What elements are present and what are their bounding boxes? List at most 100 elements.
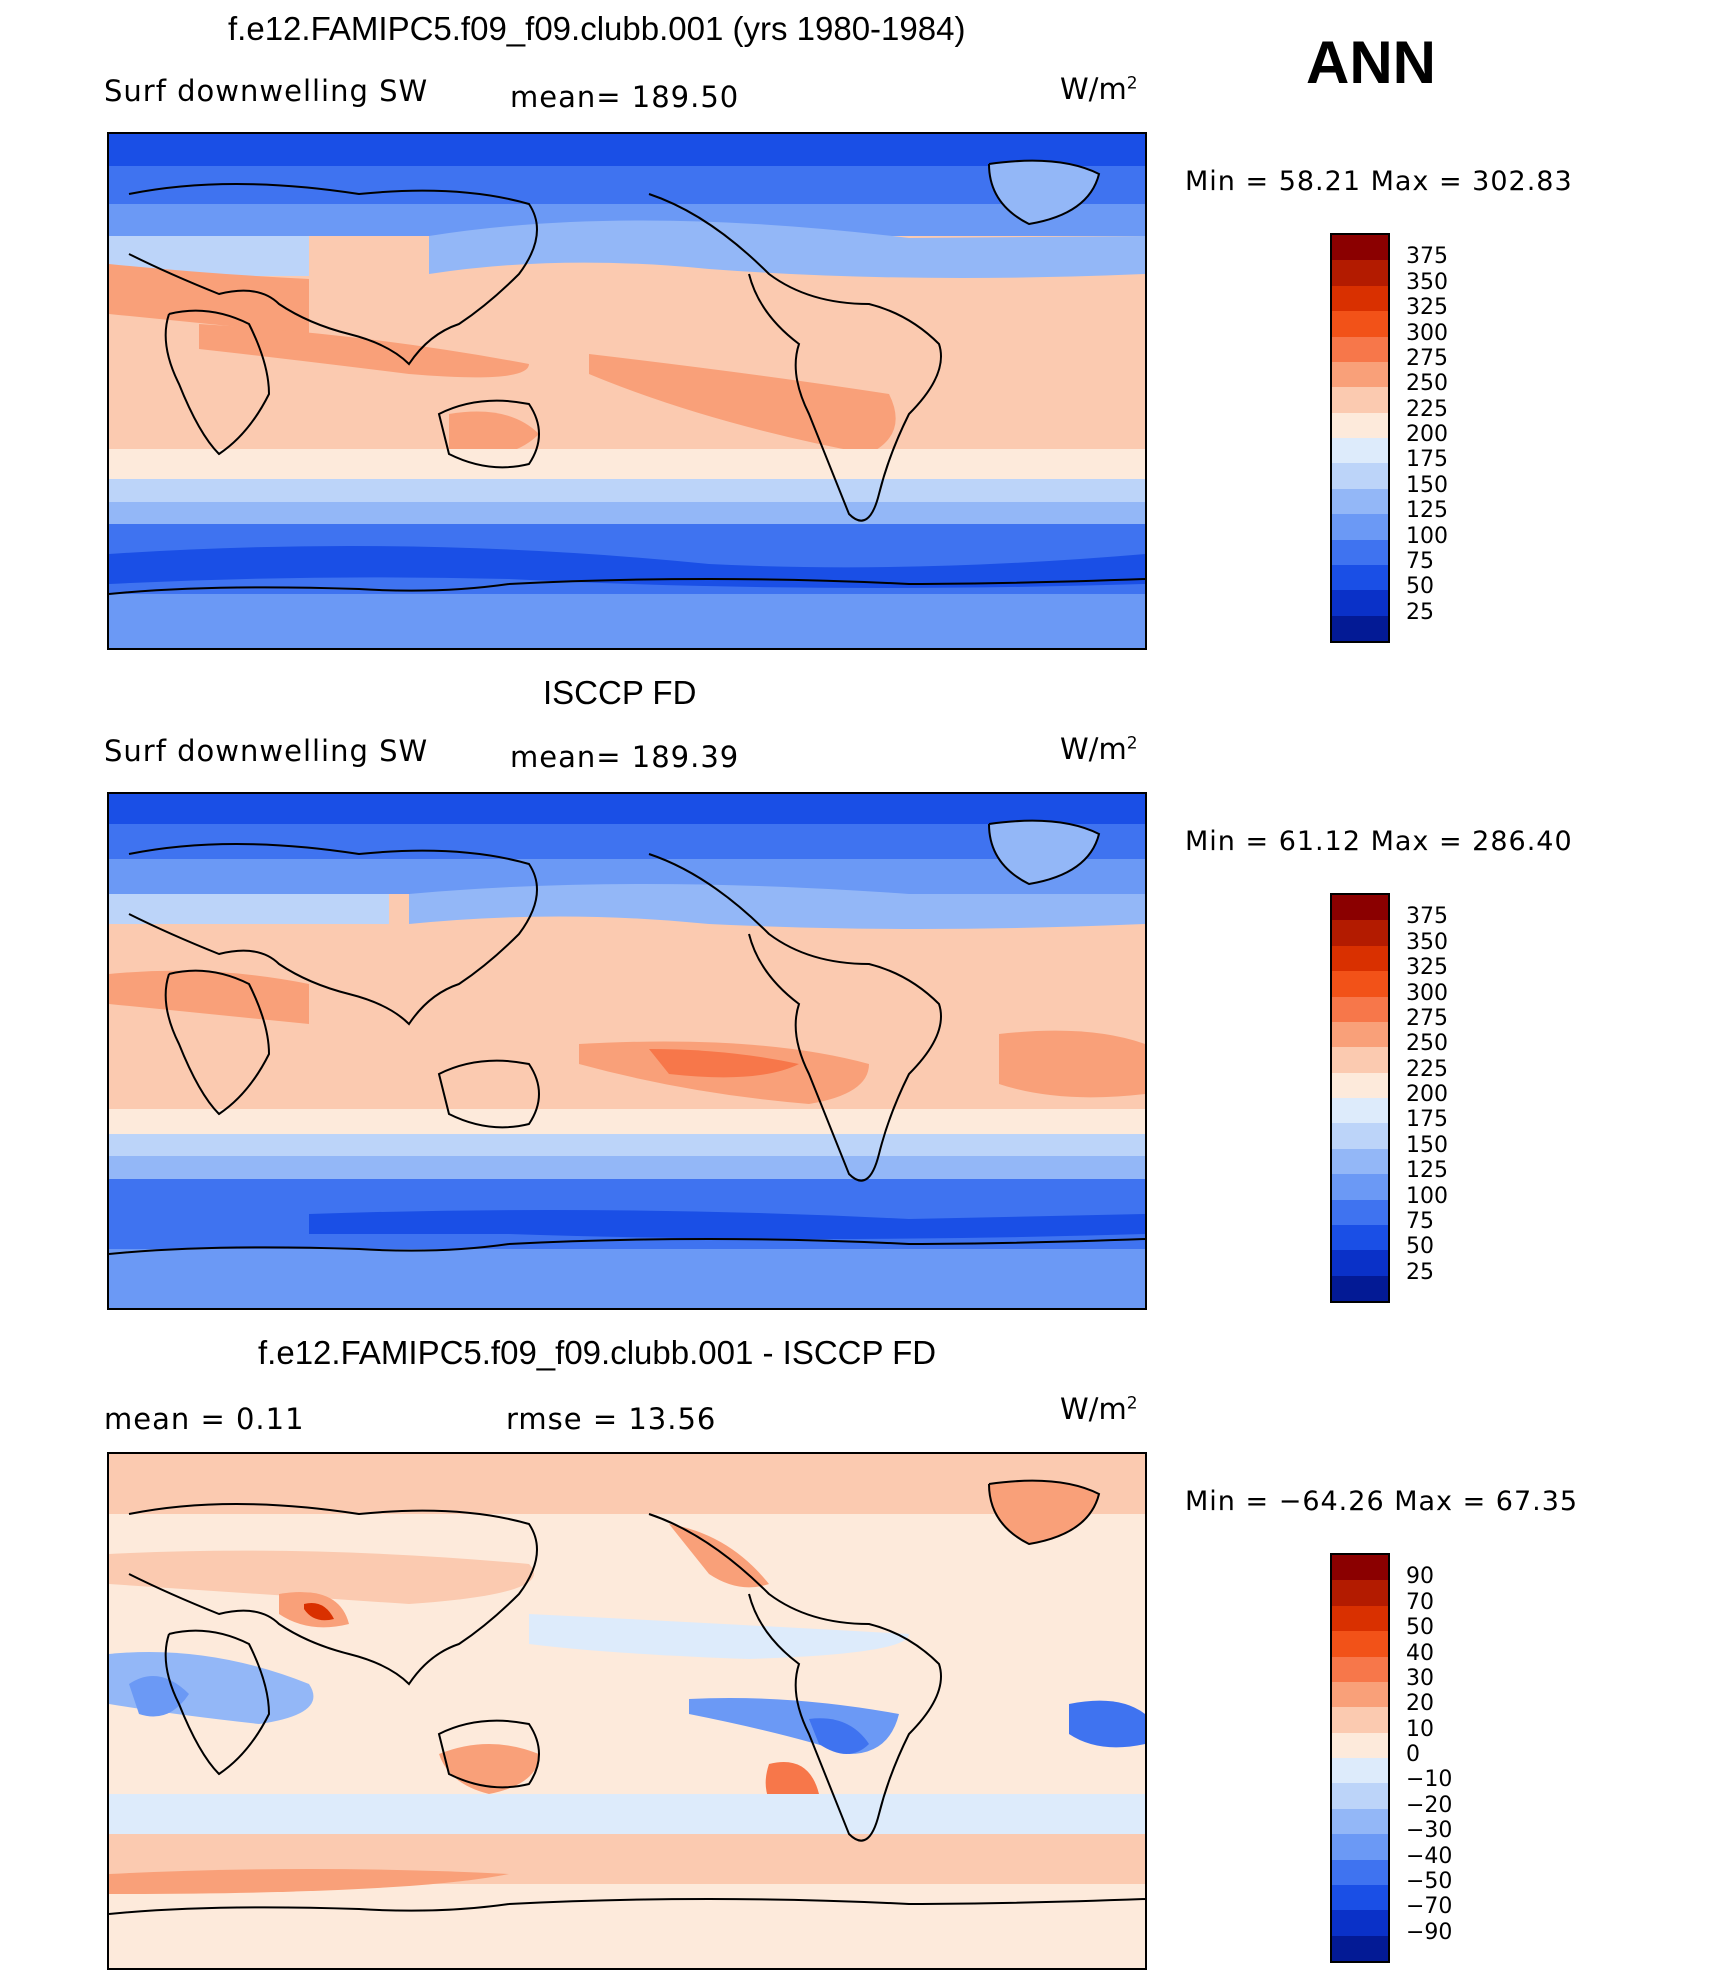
- panel3-map: [107, 1452, 1147, 1970]
- colorbar-swatch: [1332, 488, 1388, 515]
- colorbar-swatch: [1332, 1098, 1388, 1124]
- colorbar-tick-label: 250: [1406, 371, 1448, 397]
- colorbar-swatch: [1332, 564, 1388, 591]
- panel2-variable-label: Surf downwelling SW: [104, 734, 429, 768]
- colorbar-tick-label: 25: [1406, 1259, 1434, 1285]
- colorbar-tick-label: 70: [1406, 1589, 1434, 1615]
- colorbar-swatch: [1332, 235, 1388, 261]
- colorbar-tick-label: −20: [1406, 1792, 1453, 1818]
- panel2-colorbar: [1330, 893, 1390, 1303]
- colorbar-tick-label: 175: [1406, 1107, 1448, 1133]
- colorbar-tick-label: 0: [1406, 1742, 1420, 1767]
- colorbar-tick-label: 225: [1406, 396, 1448, 422]
- panel1-colorbar: [1330, 233, 1390, 643]
- colorbar-swatch: [1332, 1199, 1388, 1225]
- colorbar-swatch: [1332, 1605, 1388, 1632]
- colorbar-tick-label: 20: [1406, 1691, 1434, 1717]
- panel2-title: ISCCP FD: [543, 674, 697, 711]
- colorbar-swatch: [1332, 438, 1388, 464]
- colorbar-swatch: [1332, 260, 1388, 286]
- colorbar-tick-label: 10: [1406, 1716, 1434, 1742]
- panel3-mean-label: mean = 0.11: [104, 1402, 305, 1436]
- season-label: ANN: [1306, 29, 1436, 96]
- colorbar-tick-label: 300: [1406, 980, 1448, 1006]
- colorbar-swatch: [1332, 311, 1388, 337]
- colorbar-tick-label: 225: [1406, 1056, 1448, 1082]
- colorbar-swatch: [1332, 514, 1388, 540]
- panel1-map: [107, 132, 1147, 650]
- colorbar-swatch: [1332, 1707, 1388, 1733]
- colorbar-swatch: [1332, 1884, 1388, 1911]
- panel2-minmax: Min = 61.12 Max = 286.40: [1185, 826, 1573, 857]
- colorbar-swatch: [1332, 1935, 1388, 1961]
- colorbar-tick-label: −50: [1406, 1868, 1453, 1894]
- panel1-units: W/m2: [1060, 72, 1138, 106]
- colorbar-swatch: [1332, 539, 1388, 565]
- colorbar-tick-label: 350: [1406, 929, 1448, 955]
- panel2-mean-label: mean= 189.39: [510, 740, 740, 774]
- colorbar-swatch: [1332, 285, 1388, 312]
- panel1-variable-label: Surf downwelling SW: [104, 74, 429, 108]
- colorbar-tick-label: 350: [1406, 269, 1448, 295]
- colorbar-tick-label: 325: [1406, 955, 1448, 981]
- colorbar-tick-label: 200: [1406, 422, 1448, 447]
- panel3-rmse-label: rmse = 13.56: [506, 1402, 717, 1436]
- panel3-title: f.e12.FAMIPC5.f09_f09.clubb.001 - ISCCP …: [258, 1334, 937, 1371]
- colorbar-swatch: [1332, 1681, 1388, 1708]
- colorbar-tick-label: 100: [1406, 523, 1448, 549]
- colorbar-tick-label: 375: [1406, 904, 1448, 930]
- colorbar-tick-label: 100: [1406, 1183, 1448, 1209]
- colorbar-swatch: [1332, 615, 1388, 641]
- colorbar-swatch: [1332, 463, 1388, 489]
- colorbar-swatch: [1332, 1808, 1388, 1835]
- colorbar-swatch: [1332, 1580, 1388, 1606]
- colorbar-tick-label: −70: [1406, 1894, 1453, 1920]
- colorbar-swatch: [1332, 387, 1388, 413]
- colorbar-tick-label: 275: [1406, 345, 1448, 371]
- colorbar-swatch: [1332, 945, 1388, 972]
- colorbar-tick-label: 25: [1406, 599, 1434, 625]
- colorbar-swatch: [1332, 1250, 1388, 1276]
- colorbar-swatch: [1332, 1758, 1388, 1784]
- colorbar-swatch: [1332, 336, 1388, 362]
- colorbar-tick-label: 125: [1406, 1158, 1448, 1184]
- colorbar-swatch: [1332, 1910, 1388, 1936]
- panel1-title: f.e12.FAMIPC5.f09_f09.clubb.001 (yrs 198…: [228, 10, 966, 47]
- colorbar-tick-label: 50: [1406, 574, 1434, 600]
- colorbar-tick-label: −10: [1406, 1767, 1453, 1793]
- colorbar-swatch: [1332, 1072, 1388, 1098]
- colorbar-swatch: [1332, 1224, 1388, 1251]
- colorbar-tick-label: 125: [1406, 498, 1448, 524]
- colorbar-swatch: [1332, 971, 1388, 997]
- panel1-minmax: Min = 58.21 Max = 302.83: [1185, 166, 1573, 197]
- colorbar-tick-label: 50: [1406, 1615, 1434, 1641]
- colorbar-tick-label: −40: [1406, 1843, 1453, 1869]
- colorbar-tick-label: 90: [1406, 1564, 1434, 1590]
- panel3-colorbar: [1330, 1553, 1390, 1963]
- colorbar-swatch: [1332, 1021, 1388, 1048]
- colorbar-swatch: [1332, 1783, 1388, 1809]
- panel3-units: W/m2: [1060, 1392, 1138, 1426]
- colorbar-swatch: [1332, 1555, 1388, 1581]
- colorbar-swatch: [1332, 1148, 1388, 1175]
- colorbar-swatch: [1332, 920, 1388, 946]
- colorbar-tick-label: 250: [1406, 1031, 1448, 1057]
- colorbar-swatch: [1332, 996, 1388, 1022]
- colorbar-swatch: [1332, 361, 1388, 388]
- colorbar-swatch: [1332, 1047, 1388, 1073]
- colorbar-swatch: [1332, 1174, 1388, 1200]
- colorbar-tick-label: 75: [1406, 1208, 1434, 1234]
- colorbar-tick-label: 30: [1406, 1665, 1434, 1691]
- panel1-mean-label: mean= 189.50: [510, 80, 740, 114]
- panel2-units: W/m2: [1060, 732, 1138, 766]
- colorbar-tick-label: 375: [1406, 244, 1448, 270]
- colorbar-swatch: [1332, 1631, 1388, 1657]
- colorbar-swatch: [1332, 1275, 1388, 1301]
- colorbar-swatch: [1332, 1123, 1388, 1149]
- colorbar-swatch: [1332, 895, 1388, 921]
- colorbar-tick-label: 150: [1406, 472, 1448, 498]
- colorbar-swatch: [1332, 1656, 1388, 1682]
- colorbar-swatch: [1332, 1732, 1388, 1758]
- colorbar-tick-label: −30: [1406, 1818, 1453, 1844]
- colorbar-tick-label: 150: [1406, 1132, 1448, 1158]
